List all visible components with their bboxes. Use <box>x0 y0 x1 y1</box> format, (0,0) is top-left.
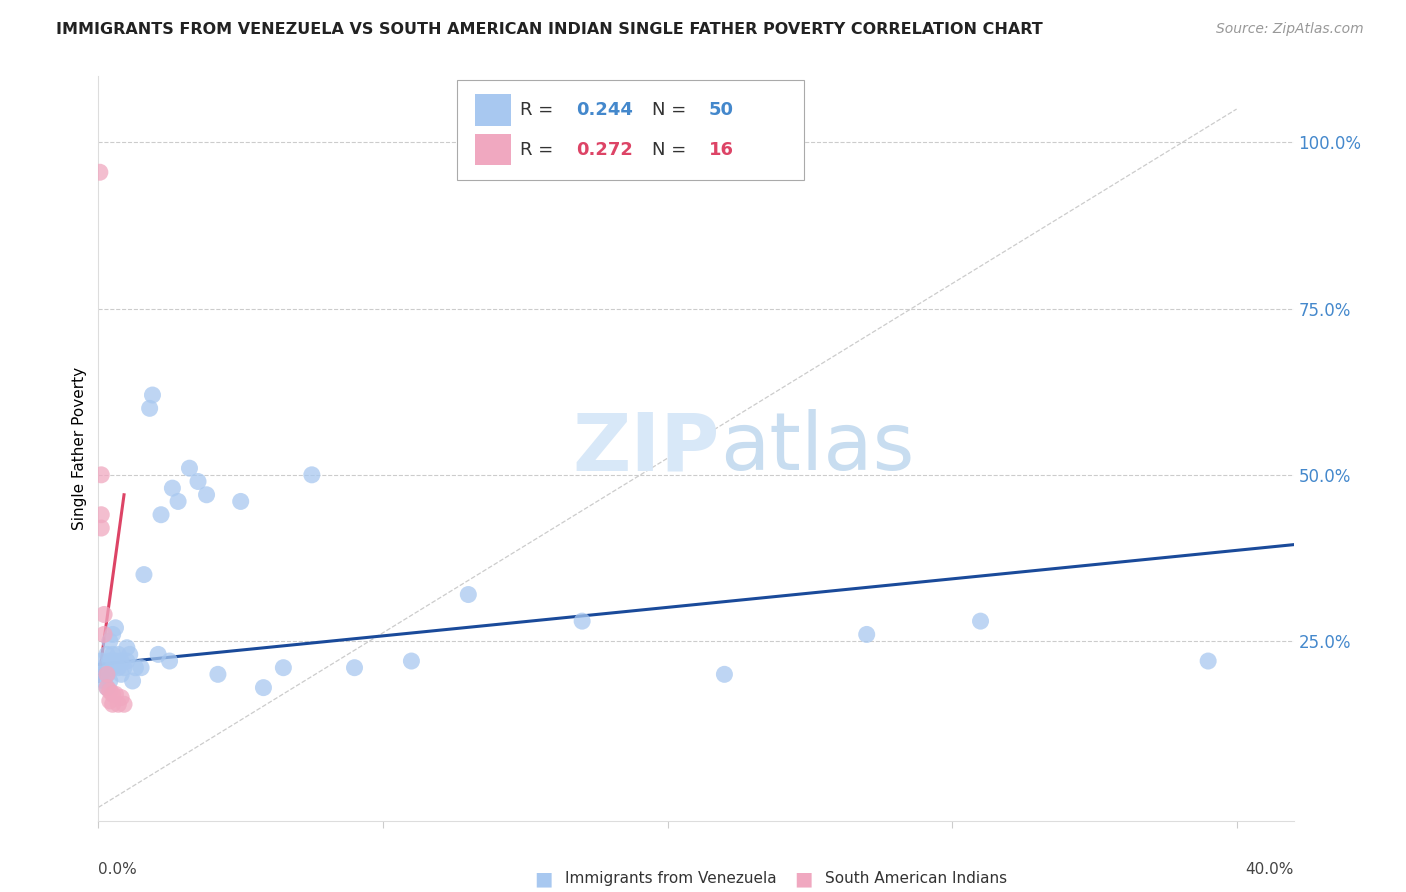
Text: 0.0%: 0.0% <box>98 862 138 877</box>
Point <box>713 667 735 681</box>
Text: Immigrants from Venezuela: Immigrants from Venezuela <box>565 871 778 886</box>
Point <box>138 401 160 416</box>
Point <box>98 694 121 708</box>
Point <box>179 461 201 475</box>
Text: ■: ■ <box>794 869 813 888</box>
Text: ■: ■ <box>534 869 553 888</box>
FancyBboxPatch shape <box>457 79 804 180</box>
Point <box>129 661 152 675</box>
Text: N =: N = <box>652 141 692 159</box>
Point <box>141 388 163 402</box>
Point <box>118 648 141 662</box>
Point <box>150 508 173 522</box>
Point <box>252 681 274 695</box>
Point <box>343 661 366 675</box>
Point <box>104 654 127 668</box>
Point <box>132 567 155 582</box>
Point <box>110 654 132 668</box>
Point <box>167 494 190 508</box>
Point <box>96 667 118 681</box>
Point <box>101 648 124 662</box>
Text: Source: ZipAtlas.com: Source: ZipAtlas.com <box>1216 22 1364 37</box>
Text: ZIP: ZIP <box>572 409 720 487</box>
Point <box>187 475 209 489</box>
Point <box>162 481 184 495</box>
Point <box>110 690 132 705</box>
Point <box>96 681 118 695</box>
Point <box>101 627 124 641</box>
Point <box>90 508 112 522</box>
Text: N =: N = <box>652 101 692 119</box>
Point <box>121 673 143 688</box>
Point <box>124 661 146 675</box>
Point <box>104 687 127 701</box>
FancyBboxPatch shape <box>475 95 510 126</box>
Text: IMMIGRANTS FROM VENEZUELA VS SOUTH AMERICAN INDIAN SINGLE FATHER POVERTY CORRELA: IMMIGRANTS FROM VENEZUELA VS SOUTH AMERI… <box>56 22 1043 37</box>
Point <box>115 640 138 655</box>
Point <box>96 681 118 695</box>
Point <box>855 627 877 641</box>
Point <box>112 698 135 712</box>
Point <box>90 521 112 535</box>
Point <box>98 634 121 648</box>
Point <box>115 654 138 668</box>
Text: South American Indians: South American Indians <box>825 871 1008 886</box>
Point <box>93 607 115 622</box>
Point <box>107 661 129 675</box>
Point <box>195 488 218 502</box>
Point <box>90 467 112 482</box>
Text: 16: 16 <box>709 141 734 159</box>
Point <box>98 673 121 688</box>
Point <box>98 654 121 668</box>
Point <box>159 654 181 668</box>
Point <box>207 667 229 681</box>
Point <box>969 614 991 628</box>
Point <box>107 648 129 662</box>
Point <box>457 588 479 602</box>
Y-axis label: Single Father Poverty: Single Father Poverty <box>72 367 87 530</box>
Point <box>101 698 124 712</box>
FancyBboxPatch shape <box>475 134 510 165</box>
Point <box>101 661 124 675</box>
Point <box>571 614 593 628</box>
Point <box>273 661 295 675</box>
Point <box>229 494 252 508</box>
Point <box>98 684 121 698</box>
Point <box>96 648 118 662</box>
Point <box>96 667 118 681</box>
Point <box>401 654 423 668</box>
Point <box>110 667 132 681</box>
Text: 0.272: 0.272 <box>576 141 633 159</box>
Text: atlas: atlas <box>720 409 914 487</box>
Text: R =: R = <box>520 141 560 159</box>
Point <box>93 673 115 688</box>
Point <box>1197 654 1219 668</box>
Text: 0.244: 0.244 <box>576 101 633 119</box>
Point <box>112 661 135 675</box>
Text: 40.0%: 40.0% <box>1246 862 1294 877</box>
Point <box>107 698 129 712</box>
Point <box>90 654 112 668</box>
Point <box>104 621 127 635</box>
Text: R =: R = <box>520 101 560 119</box>
Point <box>89 165 111 179</box>
Point <box>101 687 124 701</box>
Text: 50: 50 <box>709 101 734 119</box>
Point <box>93 661 115 675</box>
Point <box>301 467 323 482</box>
Point <box>90 667 112 681</box>
Point <box>93 627 115 641</box>
Point <box>148 648 170 662</box>
